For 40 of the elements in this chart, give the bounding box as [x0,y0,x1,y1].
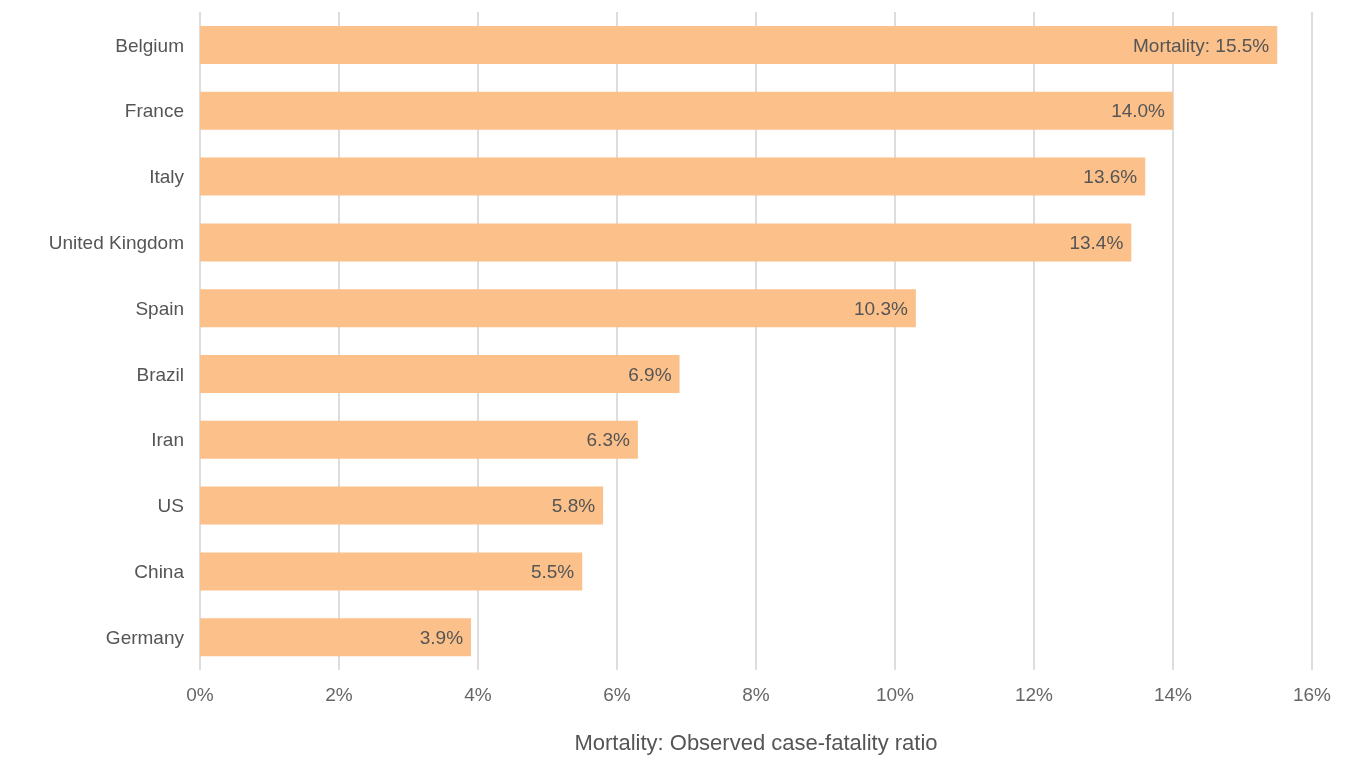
data-label: 3.9% [419,626,464,648]
x-axis-title: Mortality: Observed case-fatality ratio [574,730,938,755]
bar [200,420,638,459]
data-label: 13.6% [1083,166,1138,188]
x-tick-label: 12% [1014,684,1054,706]
data-label: 5.8% [551,495,596,517]
y-tick-label: France [124,100,184,122]
bar [200,289,916,328]
bar [200,91,1173,130]
bar [200,618,472,657]
x-tick-label: 10% [875,684,915,706]
y-tick-label: United Kingdom [48,232,184,254]
y-tick-label: Belgium [115,34,184,56]
bar [200,486,604,525]
bar [200,223,1132,262]
y-tick-label: Italy [149,166,185,188]
data-label: 6.9% [628,363,672,385]
bar [200,552,583,591]
x-tick-label: 4% [464,684,492,706]
y-tick-label: US [157,495,184,517]
y-tick-label: Spain [135,297,184,319]
y-tick-label: China [134,561,185,583]
x-tick-label: 16% [1292,684,1332,706]
bar [200,26,1278,64]
data-label: 14.0% [1111,100,1166,122]
x-tick-label: 6% [603,684,631,706]
bar [200,157,1146,196]
y-tick-label: Germany [105,626,185,648]
y-tick-label: Iran [151,429,184,451]
x-tick-label: 14% [1153,684,1193,706]
data-label: Mortality: 15.5% [1133,34,1270,56]
data-label: 13.4% [1069,231,1124,253]
data-label: 5.5% [530,560,575,582]
bar [200,355,680,393]
x-tick-label: 0% [186,684,214,706]
data-label: 10.3% [853,297,908,319]
data-label: 6.3% [586,429,630,451]
x-tick-label: 2% [325,684,353,706]
y-tick-label: Brazil [136,363,184,385]
x-tick-label: 8% [742,684,770,706]
